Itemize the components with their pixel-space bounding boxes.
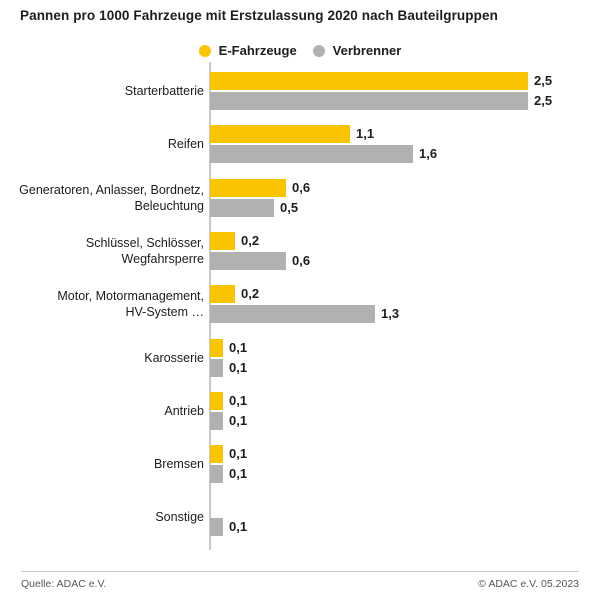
bar-e-fahrzeuge bbox=[210, 125, 350, 143]
category-label: Bremsen bbox=[153, 457, 204, 471]
verbrenner-dot-icon bbox=[312, 44, 325, 57]
category-label: Sonstige bbox=[155, 510, 204, 524]
bar-verbrenner bbox=[210, 145, 413, 163]
footer-divider bbox=[21, 571, 579, 572]
value-label-e-fahrzeuge: 0,6 bbox=[292, 180, 311, 195]
e-fahrzeuge-dot-icon bbox=[198, 44, 211, 57]
value-label-e-fahrzeuge: 0,1 bbox=[229, 446, 248, 461]
bar-e-fahrzeuge bbox=[210, 72, 528, 90]
bar-verbrenner bbox=[210, 252, 286, 270]
value-label-verbrenner: 1,3 bbox=[381, 306, 400, 321]
bar-e-fahrzeuge bbox=[210, 339, 223, 357]
value-label-e-fahrzeuge: 1,1 bbox=[356, 126, 375, 141]
chart-title: Pannen pro 1000 Fahrzeuge mit Erstzulass… bbox=[20, 8, 498, 23]
legend-label-e-fahrzeuge: E-Fahrzeuge bbox=[218, 43, 297, 58]
value-label-verbrenner: 0,1 bbox=[229, 466, 248, 481]
bar-verbrenner bbox=[210, 305, 375, 323]
value-label-verbrenner: 1,6 bbox=[419, 146, 438, 161]
bar-verbrenner bbox=[210, 199, 274, 217]
value-label-verbrenner: 2,5 bbox=[534, 93, 553, 108]
category-label: Antrieb bbox=[164, 404, 204, 418]
legend: E-Fahrzeuge Verbrenner bbox=[0, 43, 600, 58]
value-label-e-fahrzeuge: 0,2 bbox=[241, 233, 260, 248]
legend-item-e-fahrzeuge: E-Fahrzeuge bbox=[198, 43, 297, 58]
value-label-e-fahrzeuge: 0,2 bbox=[241, 286, 260, 301]
bar-verbrenner bbox=[210, 359, 223, 377]
category-label: Starterbatterie bbox=[124, 84, 204, 98]
legend-label-verbrenner: Verbrenner bbox=[332, 43, 402, 58]
bar-e-fahrzeuge bbox=[210, 392, 223, 410]
bar-verbrenner bbox=[210, 465, 223, 483]
value-label-verbrenner: 0,6 bbox=[292, 253, 311, 268]
bar-verbrenner bbox=[210, 412, 223, 430]
bar-e-fahrzeuge bbox=[210, 232, 235, 250]
bar-e-fahrzeuge bbox=[210, 445, 223, 463]
source-note: Quelle: ADAC e.V. bbox=[21, 578, 107, 590]
value-label-e-fahrzeuge: 0,1 bbox=[229, 340, 248, 355]
value-label-verbrenner: 0,1 bbox=[229, 413, 248, 428]
value-label-e-fahrzeuge: 0,1 bbox=[229, 393, 248, 408]
copyright-note: © ADAC e.V. 05.2023 bbox=[478, 578, 579, 590]
value-label-e-fahrzeuge: 2,5 bbox=[534, 73, 553, 88]
value-label-verbrenner: 0,5 bbox=[280, 200, 299, 215]
value-label-verbrenner: 0,1 bbox=[229, 360, 248, 375]
legend-item-verbrenner: Verbrenner bbox=[312, 43, 402, 58]
category-label: Schlüssel, Schlösser, Wegfahrsperre bbox=[85, 236, 204, 266]
category-label: Motor, Motormanagement, HV-System … bbox=[57, 289, 204, 319]
bar-verbrenner bbox=[210, 518, 223, 536]
category-label: Karosserie bbox=[144, 351, 204, 365]
value-label-verbrenner: 0,1 bbox=[229, 519, 248, 534]
bar-e-fahrzeuge bbox=[210, 285, 235, 303]
category-label: Generatoren, Anlasser, Bordnetz, Beleucht… bbox=[19, 183, 204, 213]
bar-e-fahrzeuge bbox=[210, 179, 286, 197]
category-label: Reifen bbox=[167, 137, 204, 151]
bar-verbrenner bbox=[210, 92, 528, 110]
